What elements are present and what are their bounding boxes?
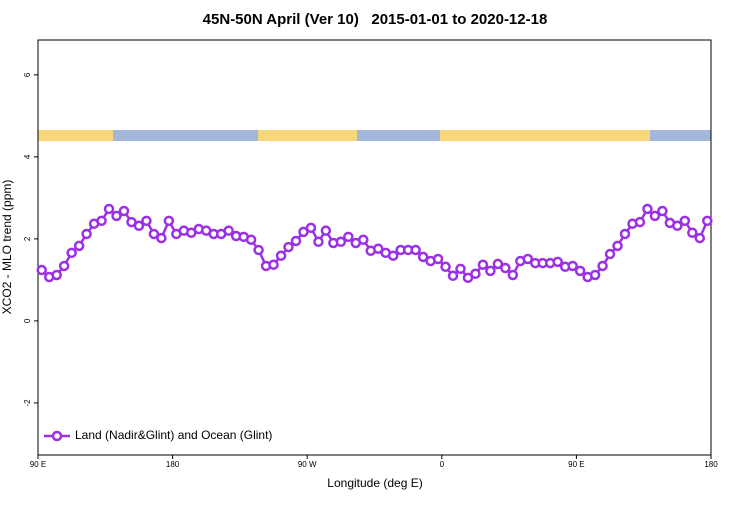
plot-frame <box>37 39 712 456</box>
x-tick-label: 0 <box>440 460 445 469</box>
point <box>118 205 130 217</box>
point <box>133 220 145 232</box>
ocean-band <box>113 130 258 141</box>
point <box>320 225 332 236</box>
point <box>649 210 661 222</box>
point <box>245 234 257 245</box>
point <box>73 240 85 252</box>
point <box>343 231 354 243</box>
land-band <box>38 130 113 141</box>
point <box>455 263 466 275</box>
point <box>702 215 713 227</box>
point <box>679 215 691 227</box>
point <box>156 232 167 244</box>
point <box>268 259 279 270</box>
point <box>141 215 152 227</box>
land-band <box>258 130 357 141</box>
point <box>447 270 459 282</box>
point <box>163 215 175 227</box>
land-band <box>440 130 650 141</box>
chart-title: 45N-50N April (Ver 10) 2015-01-01 to 202… <box>203 11 548 28</box>
point <box>313 236 324 248</box>
y-axis-label: XCO2 - MLO trend (ppm) <box>0 180 14 315</box>
point <box>694 232 706 244</box>
legend-marker <box>51 430 63 442</box>
map-strip <box>38 130 711 141</box>
point <box>552 256 563 268</box>
point <box>507 269 519 281</box>
point <box>148 228 160 240</box>
ocean-band <box>357 130 440 141</box>
point <box>417 251 429 263</box>
y-tick-label: 0 <box>23 318 32 323</box>
point <box>567 260 578 272</box>
legend: Land (Nadir&Glint) and Ocean (Glint) <box>44 428 272 442</box>
point <box>253 244 264 256</box>
point <box>485 265 496 277</box>
point <box>462 272 474 284</box>
point <box>290 235 302 247</box>
y-tick-label: 6 <box>23 72 32 77</box>
x-tick-label: 180 <box>704 460 718 469</box>
point <box>387 250 399 261</box>
legend-label: Land (Nadir&Glint) and Ocean (Glint) <box>75 428 272 442</box>
point <box>440 261 451 273</box>
point <box>81 228 92 240</box>
point <box>604 248 616 260</box>
point <box>500 262 511 274</box>
point <box>96 215 107 227</box>
point <box>372 243 384 254</box>
x-axis-label: Longitude (deg E) <box>327 476 422 490</box>
point <box>634 216 646 228</box>
point <box>642 203 653 215</box>
y-tick-label: 4 <box>23 154 32 159</box>
point <box>432 253 444 265</box>
x-tick-label: 90 E <box>30 460 46 469</box>
point <box>305 222 317 234</box>
point <box>358 234 369 245</box>
point <box>298 226 309 238</box>
point <box>612 240 623 252</box>
point <box>275 250 287 261</box>
point <box>589 269 601 281</box>
point <box>335 236 347 248</box>
point <box>103 203 115 215</box>
point <box>672 220 683 232</box>
point <box>522 253 534 265</box>
point <box>574 265 586 277</box>
point <box>687 227 698 238</box>
point <box>111 210 122 222</box>
point <box>657 205 668 217</box>
point <box>66 247 77 259</box>
point <box>58 260 70 272</box>
point <box>477 259 489 270</box>
point <box>283 241 294 253</box>
point <box>470 268 481 279</box>
ocean-band <box>650 130 711 141</box>
point <box>223 225 234 236</box>
y-tick-label: -2 <box>23 399 32 407</box>
point <box>492 258 504 270</box>
point <box>410 244 421 256</box>
y-tick-label: 2 <box>23 236 32 241</box>
x-tick-label: 90 W <box>298 460 317 469</box>
point <box>51 269 62 281</box>
x-tick-label: 180 <box>166 460 180 469</box>
point <box>619 228 631 240</box>
point <box>597 260 608 272</box>
point <box>36 264 47 276</box>
x-tick-label: 90 E <box>568 460 584 469</box>
